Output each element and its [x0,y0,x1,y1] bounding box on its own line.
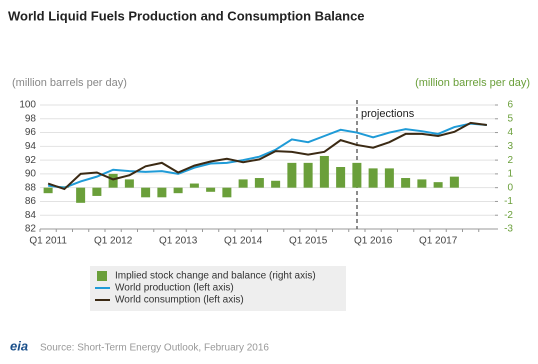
bar [287,162,297,188]
bar [141,187,151,198]
bar [76,187,86,203]
line [47,121,488,191]
y2-tick-label: 0 [507,182,513,193]
bar [173,187,183,194]
bar [206,187,216,192]
source: Source: Short-Term Energy Outlook, Febru… [40,343,269,354]
y-tick-label: 92 [25,155,37,166]
y-tick-label: 100 [19,100,36,111]
bar [401,178,411,188]
bar [319,155,329,188]
line [47,122,487,189]
y2-tick-label: 6 [507,100,513,111]
legend-label: Implied stock change and balance (right … [115,271,316,282]
y2-tick-label: 5 [507,113,513,124]
bar [43,187,53,194]
bar [189,183,199,188]
bar [352,162,362,188]
x-tick-label: Q1 2011 [29,236,67,247]
bar [157,187,167,198]
x-tick-label: Q1 2016 [354,236,393,247]
y-tick-label: 82 [25,224,37,235]
bar [124,179,134,188]
y2-tick-label: 2 [507,155,513,166]
projection-label: projections [361,108,415,120]
bar [222,187,232,198]
y2-axis-label: (million barrels per day) [415,77,530,89]
legend-box [90,266,346,311]
logo: eia [10,338,28,353]
legend-label: World consumption (left axis) [115,295,244,306]
y-tick-label: 84 [25,210,37,221]
legend-swatch [97,271,107,281]
x-tick-label: Q1 2014 [224,236,263,247]
bar [384,168,394,188]
bar [303,162,313,188]
y-tick-label: 88 [25,182,37,193]
x-tick-label: Q1 2015 [289,236,328,247]
bar [254,178,264,188]
y-tick-label: 86 [25,196,37,207]
legend-label: World production (left axis) [115,283,234,294]
y-axis-label: (million barrels per day) [12,77,127,89]
chart-title: World Liquid Fuels Production and Consum… [8,8,365,23]
bar [108,173,118,188]
bar [368,168,378,188]
y2-tick-label: -3 [504,224,513,235]
bar [336,167,346,188]
bar [238,179,248,188]
y2-tick-label: 4 [507,127,513,138]
bar [417,179,427,188]
y-tick-label: 98 [25,113,37,124]
y2-tick-label: 3 [507,141,513,152]
bar [433,182,443,188]
y-tick-label: 94 [25,141,37,152]
y-tick-label: 90 [25,169,37,180]
y2-tick-label: -1 [504,196,513,207]
bar [92,187,102,196]
x-tick-label: Q1 2013 [159,236,198,247]
bar [271,180,281,188]
y-tick-label: 96 [25,127,37,138]
x-tick-label: Q1 2017 [419,236,458,247]
y2-tick-label: 1 [507,169,513,180]
x-tick-label: Q1 2012 [94,236,133,247]
y2-tick-label: -2 [504,210,513,221]
bar [449,176,459,188]
